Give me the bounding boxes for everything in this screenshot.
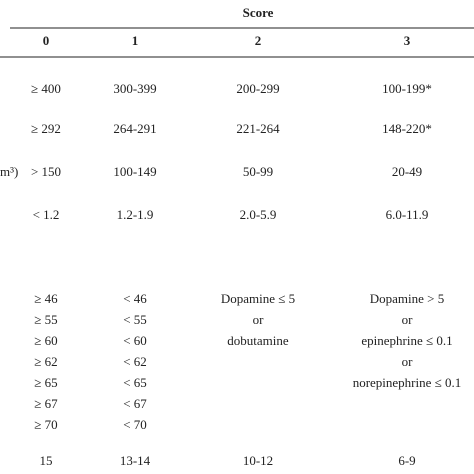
cell-text: 6.0-11.9 — [386, 207, 429, 222]
column-header: 0 — [43, 33, 50, 48]
cell-text: 148-220* — [382, 121, 432, 136]
cell-text: dobutamine — [227, 333, 289, 348]
cell-text: > 150 — [31, 164, 61, 179]
cell-text: Dopamine > 5 — [370, 291, 444, 306]
cell-text: < 62 — [123, 354, 147, 369]
cell-text: or — [402, 354, 414, 369]
cell-text: 50-99 — [243, 164, 273, 179]
cell-text: 221-264 — [236, 121, 280, 136]
cell-text: ≥ 400 — [31, 81, 61, 96]
column-header: 3 — [404, 33, 411, 48]
cell-text: < 70 — [123, 417, 147, 432]
cell-text: ≥ 62 — [34, 354, 57, 369]
cell-text: ≥ 67 — [34, 396, 58, 411]
column-header: 1 — [132, 33, 139, 48]
cell-text: < 46 — [123, 291, 147, 306]
cell-text: ≥ 46 — [34, 291, 58, 306]
cell-text: ≥ 292 — [31, 121, 61, 136]
cell-text: ≥ 55 — [34, 312, 57, 327]
table-title: Score — [243, 5, 274, 20]
cell-text: 1.2-1.9 — [117, 207, 154, 222]
cell-text: ≥ 60 — [34, 333, 57, 348]
cell-text: 15 — [40, 453, 53, 468]
cell-text: 10-12 — [243, 453, 273, 468]
cell-text: 20-49 — [392, 164, 422, 179]
cell-text: 100-199* — [382, 81, 432, 96]
cell-text: or — [253, 312, 265, 327]
cell-text: norepinephrine ≤ 0.1 — [353, 375, 462, 390]
cell-text: 6-9 — [398, 453, 415, 468]
cell-text: 300-399 — [113, 81, 156, 96]
cell-text: 13-14 — [120, 453, 151, 468]
cell-text: ≥ 70 — [34, 417, 57, 432]
cell-text: ≥ 65 — [34, 375, 57, 390]
cell-text: epinephrine ≤ 0.1 — [361, 333, 452, 348]
cell-text: < 1.2 — [33, 207, 60, 222]
cell-text: < 67 — [123, 396, 147, 411]
cell-text: 200-299 — [236, 81, 279, 96]
cell-text: Dopamine ≤ 5 — [221, 291, 295, 306]
row-label-fragment: m³) — [0, 164, 18, 179]
cell-text: 2.0-5.9 — [240, 207, 277, 222]
cell-text: < 65 — [123, 375, 147, 390]
cell-text: or — [402, 312, 414, 327]
cell-text: 100-149 — [113, 164, 156, 179]
cell-text: < 60 — [123, 333, 147, 348]
column-header: 2 — [255, 33, 262, 48]
cell-text: 264-291 — [113, 121, 156, 136]
cell-text: < 55 — [123, 312, 147, 327]
